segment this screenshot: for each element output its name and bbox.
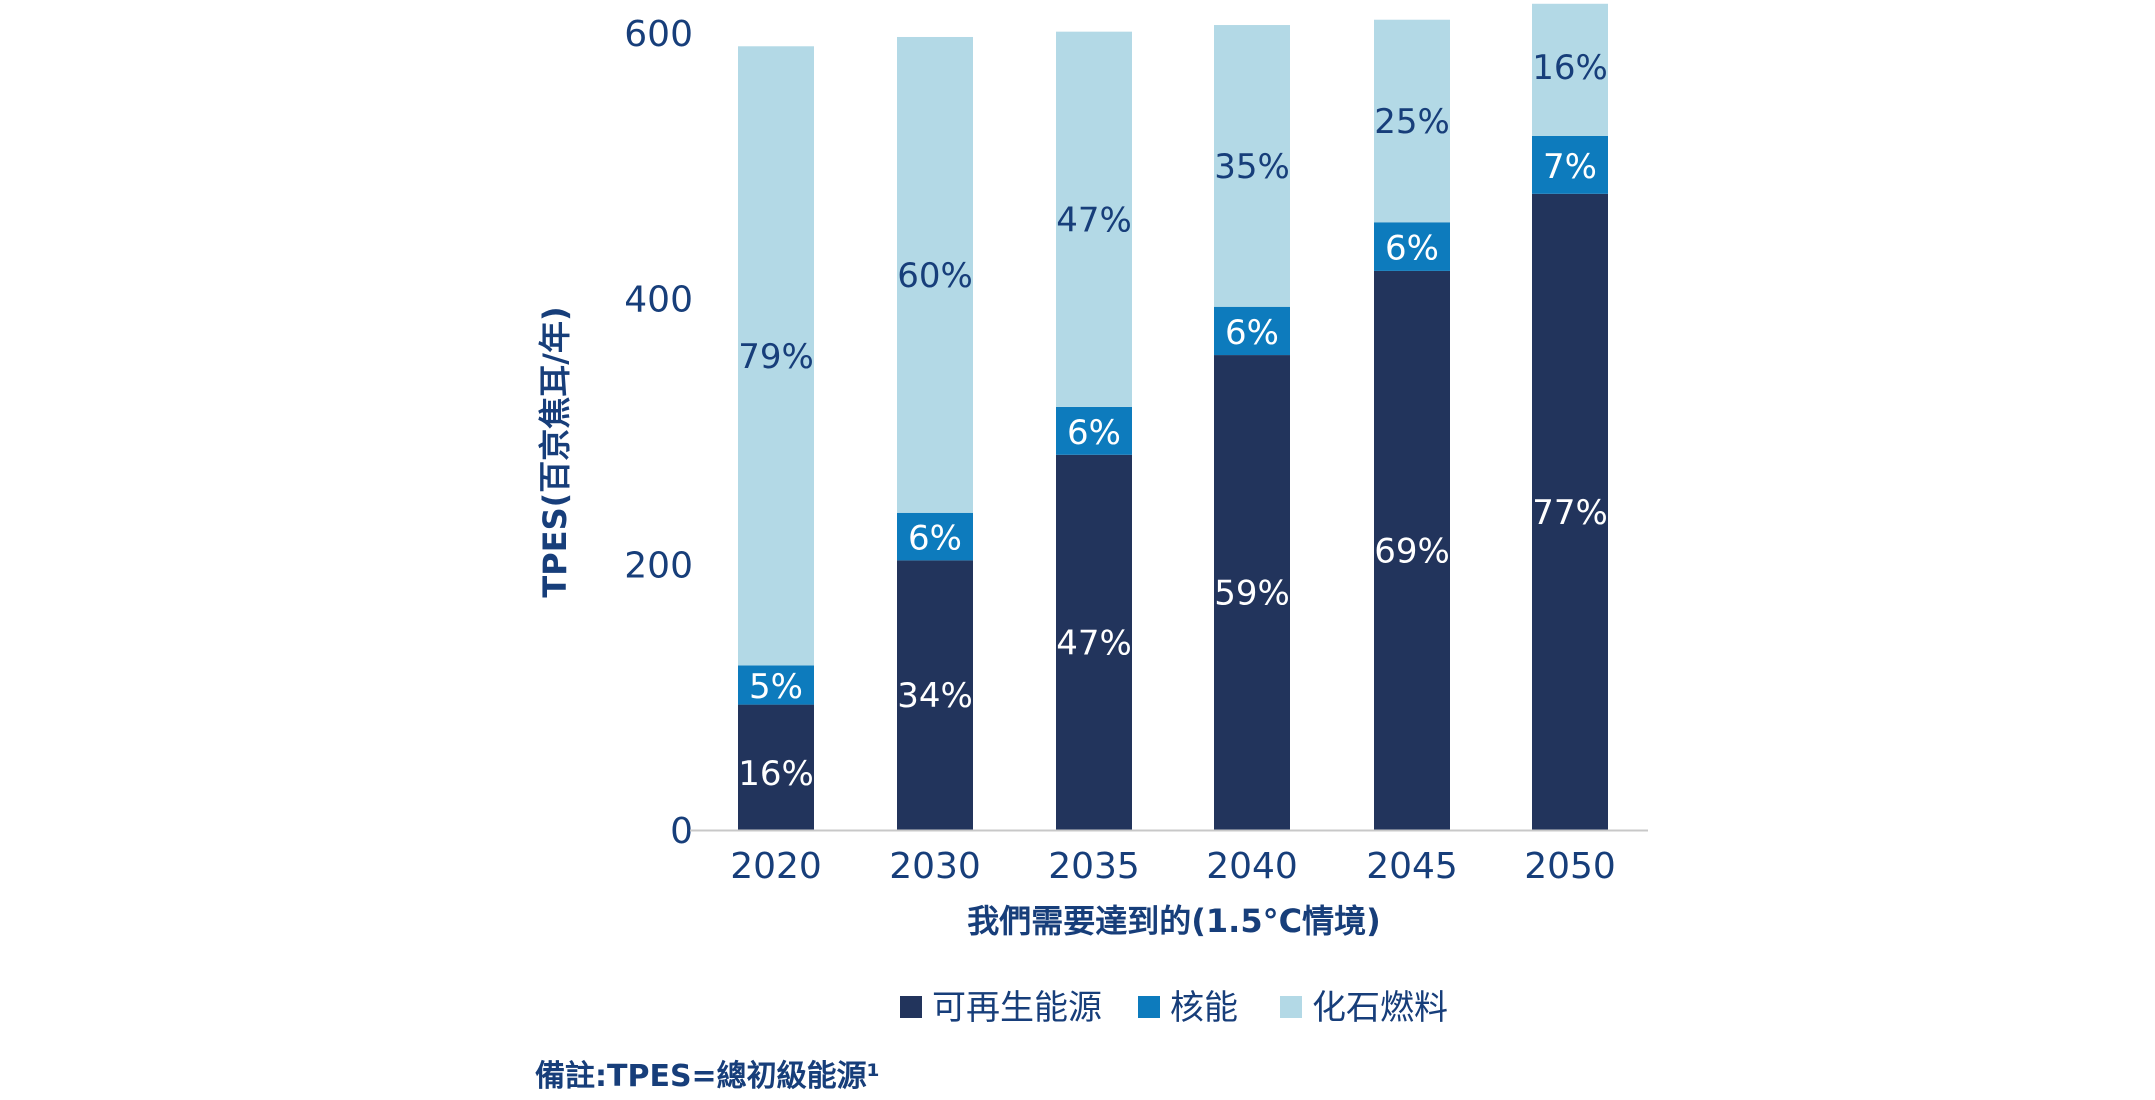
bar-segment: [738, 665, 814, 705]
data-label: 79%: [738, 337, 814, 377]
data-label: 60%: [897, 256, 973, 296]
bar-segment: [897, 36, 973, 513]
y-tick-label: 400: [624, 280, 693, 321]
bar-segment: [1374, 222, 1450, 271]
data-label: 69%: [1374, 531, 1450, 571]
data-label: 35%: [1214, 147, 1290, 187]
x-tick-label: 2035: [1048, 846, 1140, 887]
bar-segment: [1532, 135, 1608, 194]
legend-label: 化石燃料: [1312, 988, 1448, 1028]
data-label: 6%: [1067, 413, 1121, 453]
bar-segment: [1214, 355, 1290, 830]
bar-segment: [1056, 31, 1132, 407]
data-label: 16%: [1532, 48, 1608, 88]
x-tick-label: 2030: [889, 846, 981, 887]
data-label: 25%: [1374, 102, 1450, 142]
legend-swatch: [1138, 996, 1160, 1018]
x-tick-label: 2040: [1206, 846, 1298, 887]
bar-segment: [1532, 193, 1608, 830]
legend-label: 可再生能源: [932, 988, 1102, 1028]
bar-segment: [738, 46, 814, 666]
data-label: 6%: [1385, 229, 1439, 269]
data-label: 59%: [1214, 574, 1290, 614]
data-label: 6%: [908, 519, 962, 559]
bar-segment: [1374, 19, 1450, 223]
x-tick-label: 2050: [1524, 846, 1616, 887]
bar-segment: [1056, 454, 1132, 830]
bar-segment: [1532, 3, 1608, 136]
y-tick-label: 600: [624, 14, 693, 55]
x-tick-label: 2045: [1366, 846, 1458, 887]
y-axis-label: TPES(百京焦耳/年): [536, 306, 574, 597]
y-tick-label: 200: [624, 545, 693, 586]
bar-segment: [1374, 270, 1450, 830]
data-label: 47%: [1056, 623, 1132, 663]
data-label: 34%: [897, 676, 973, 716]
bar-segment: [1214, 306, 1290, 356]
data-label: 7%: [1543, 147, 1597, 187]
bar-segment: [1214, 25, 1290, 307]
legend-swatch: [900, 996, 922, 1018]
data-label: 77%: [1532, 493, 1608, 533]
data-label: 16%: [738, 754, 814, 794]
legend-label: 核能: [1170, 988, 1238, 1028]
data-label: 6%: [1225, 313, 1279, 353]
bar-segment: [897, 512, 973, 561]
bar-segment: [897, 560, 973, 830]
data-label: 5%: [749, 667, 803, 707]
data-label: 47%: [1056, 200, 1132, 240]
bar-segment: [738, 704, 814, 830]
y-tick-label: 0: [670, 811, 693, 852]
footnote: 備註:TPES=總初級能源¹: [535, 1059, 880, 1094]
bar-segment: [1056, 406, 1132, 455]
legend-swatch: [1280, 996, 1302, 1018]
x-tick-label: 2020: [730, 846, 822, 887]
x-axis-label: 我們需要達到的(1.5°C情境): [967, 902, 1380, 940]
